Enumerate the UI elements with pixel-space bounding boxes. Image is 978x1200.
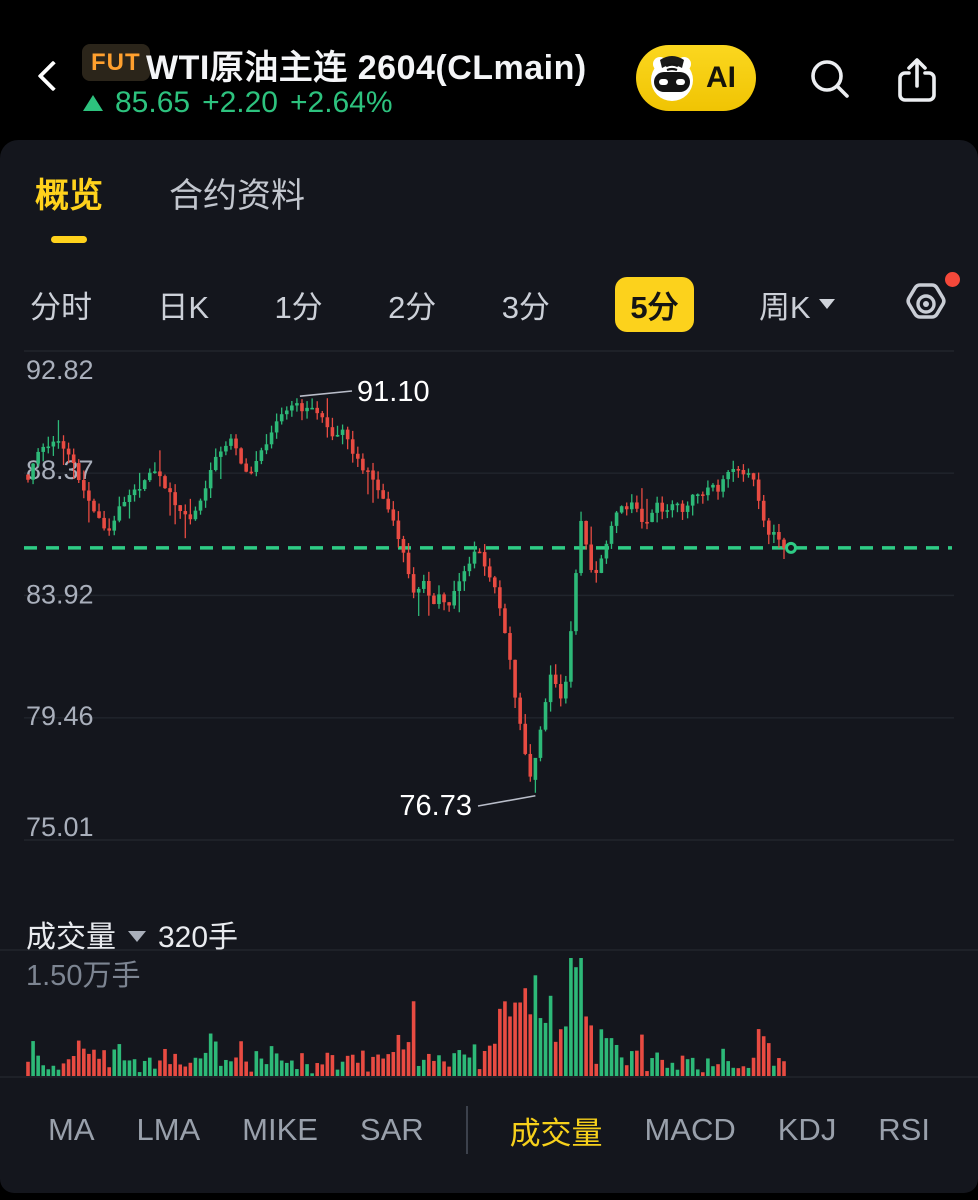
indicator-tab-kdj[interactable]: KDJ bbox=[777, 1112, 837, 1147]
search-button[interactable] bbox=[804, 54, 856, 111]
price-change: +2.20 bbox=[202, 86, 278, 119]
chevron-left-icon bbox=[37, 60, 69, 92]
volume-bars bbox=[26, 958, 786, 1076]
indicator-tab-macd[interactable]: MACD bbox=[644, 1112, 736, 1147]
last-price-dot bbox=[785, 541, 797, 554]
active-tab-underline bbox=[51, 236, 87, 243]
y-axis-tick: 75.01 bbox=[26, 812, 94, 842]
low-annotation: 76.73 bbox=[399, 790, 472, 822]
search-icon bbox=[811, 60, 849, 98]
timeframe-5[interactable]: 3分 bbox=[502, 282, 550, 327]
top-tabs: 概览 合约资料 bbox=[35, 168, 305, 243]
timeframe-7[interactable]: 周K bbox=[759, 282, 835, 327]
tab-contract-label: 合约资料 bbox=[169, 177, 305, 215]
high-annotation: 91.10 bbox=[357, 376, 430, 408]
app-header: FUT WTI原油主连 2604(CLmain) 85.65 +2.20 +2.… bbox=[0, 0, 978, 140]
ai-mascot-icon bbox=[651, 56, 693, 101]
timeframe-label: 日K bbox=[157, 289, 210, 325]
candles bbox=[26, 398, 786, 793]
timeframe-label: 周K bbox=[758, 289, 811, 325]
volume-current-value: 320手 bbox=[158, 921, 239, 954]
indicator-tab-成交量[interactable]: 成交量 bbox=[509, 1115, 603, 1151]
notification-dot bbox=[945, 272, 960, 287]
chart-settings-button[interactable] bbox=[900, 272, 960, 330]
indicator-divider bbox=[465, 1106, 468, 1154]
tab-overview[interactable]: 概览 bbox=[35, 168, 103, 243]
y-axis-tick: 83.92 bbox=[26, 579, 94, 609]
volume-axis-max-label: 1.50万手 bbox=[26, 960, 141, 992]
ai-assistant-button[interactable]: AI bbox=[636, 45, 756, 111]
indicator-tab-lma[interactable]: LMA bbox=[136, 1112, 201, 1147]
volume-dropdown-caret-icon bbox=[128, 930, 146, 942]
tab-contract-info[interactable]: 合约资料 bbox=[169, 168, 305, 217]
timeframe-4[interactable]: 2分 bbox=[388, 282, 436, 327]
price-up-triangle-icon bbox=[83, 95, 103, 111]
indicator-tab-sar[interactable]: SAR bbox=[359, 1112, 424, 1147]
indicator-tab-mike[interactable]: MIKE bbox=[242, 1112, 318, 1147]
timeframe-6[interactable]: 5分 bbox=[615, 276, 694, 332]
dropdown-caret-icon bbox=[818, 299, 835, 309]
share-button[interactable] bbox=[890, 54, 944, 113]
timeframe-label: 2分 bbox=[388, 289, 437, 325]
last-price: 85.65 bbox=[115, 86, 191, 119]
indicator-tab-rsi[interactable]: RSI bbox=[878, 1112, 930, 1147]
timeframe-2[interactable]: 日K bbox=[157, 282, 209, 327]
timeframe-1[interactable]: 分时 bbox=[30, 282, 92, 327]
page-title: WTI原油主连 2604(CLmain) bbox=[146, 49, 587, 87]
chart-settings-icon bbox=[906, 283, 946, 319]
timeframe-bar: 分时 日K 1分 2分 3分 5分 周K bbox=[0, 272, 978, 332]
price-change-percent: +2.64% bbox=[290, 86, 393, 119]
price-row: 85.65 +2.20 +2.64% bbox=[83, 86, 405, 120]
ai-label: AI bbox=[706, 61, 736, 94]
indicator-tab-ma[interactable]: MA bbox=[48, 1112, 95, 1147]
y-axis-tick: 79.46 bbox=[26, 701, 94, 731]
timeframe-3[interactable]: 1分 bbox=[274, 282, 322, 327]
futures-badge: FUT bbox=[82, 44, 150, 81]
volume-indicator-label: 成交量 bbox=[26, 921, 116, 954]
timeframe-label: 1分 bbox=[274, 289, 323, 325]
timeframe-label: 5分 bbox=[630, 289, 679, 325]
volume-header[interactable]: 成交量 320手 bbox=[26, 912, 238, 956]
timeframe-label: 3分 bbox=[501, 289, 550, 325]
y-axis-tick: 92.82 bbox=[26, 355, 94, 385]
indicator-tab-bar: MA LMA MIKE SAR 成交量 MACD KDJ RSI bbox=[0, 1104, 978, 1156]
timeframe-label: 分时 bbox=[30, 289, 92, 325]
share-icon bbox=[898, 58, 936, 102]
tab-overview-label: 概览 bbox=[35, 177, 103, 215]
main-panel: 概览 合约资料 分时 日K 1分 2分 3分 5分 周K 92.82 88.37 83.92 79… bbox=[0, 140, 978, 1193]
back-button[interactable] bbox=[34, 56, 74, 102]
